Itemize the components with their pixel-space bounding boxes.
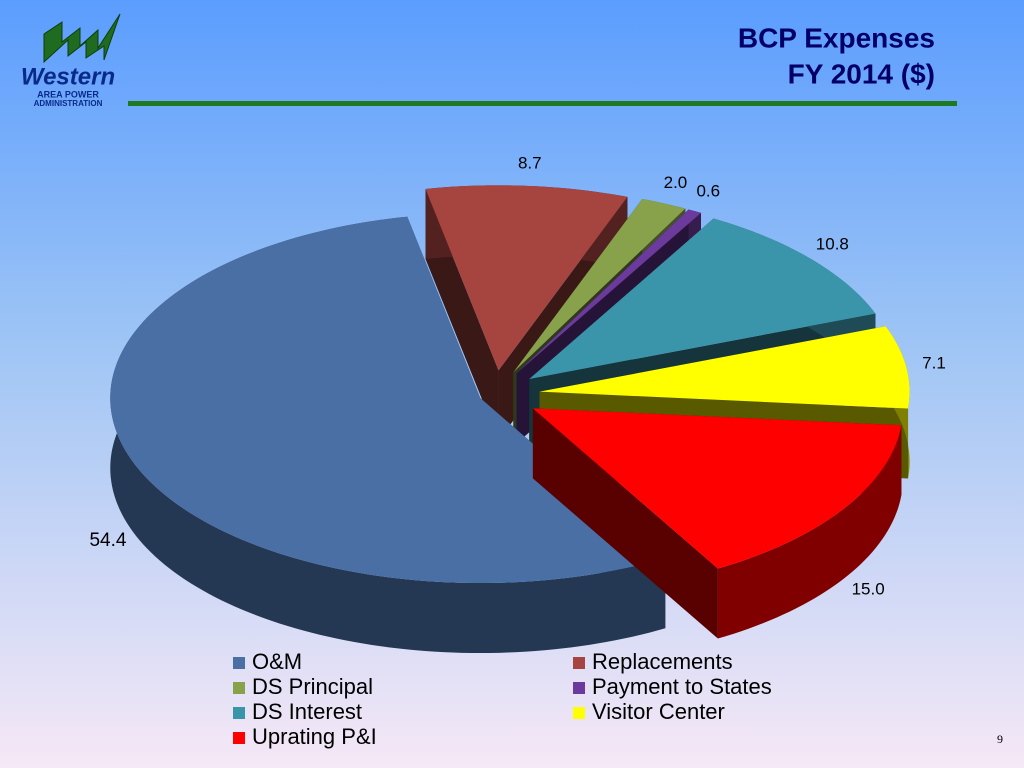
data-label: 8.7 — [518, 153, 542, 172]
slice — [110, 216, 666, 584]
data-label: 15.0 — [852, 579, 885, 598]
slice — [516, 209, 701, 374]
logo-line: AREA POWER — [37, 89, 99, 99]
data-label: 10.8 — [816, 234, 849, 253]
legend-label: Uprating P&I — [252, 724, 377, 749]
slice — [539, 326, 910, 409]
data-label: 0.6 — [696, 181, 720, 200]
legend-label: Replacements — [592, 649, 733, 674]
slice-side — [532, 408, 718, 639]
slice — [532, 408, 902, 569]
legend-label: DS Interest — [252, 699, 362, 724]
header-rule — [128, 101, 957, 106]
pie: 8.7 2.0 0.6 10.8 7.1 54.4 15.0 — [89, 153, 946, 654]
legend: O&M Replacements DS Principal Payment to St… — [233, 649, 772, 749]
legend-label: Payment to States — [592, 674, 772, 699]
slice — [529, 218, 876, 379]
legend-swatch — [233, 657, 245, 669]
logo: Western AREA POWER ADMINISTRATION — [21, 13, 121, 108]
chart-subtitle: FY 2014 ($) — [788, 58, 935, 89]
data-label: 2.0 — [664, 173, 688, 192]
legend-swatch — [233, 732, 245, 744]
legend-swatch — [233, 707, 245, 719]
legend-swatch — [573, 707, 585, 719]
legend-label: DS Principal — [252, 674, 373, 699]
slide-number: 9 — [997, 732, 1003, 746]
logo-mark — [43, 13, 121, 64]
logo-name: Western — [21, 63, 115, 90]
slice — [513, 198, 686, 373]
slice — [425, 185, 628, 371]
legend-swatch — [233, 682, 245, 694]
data-label: 7.1 — [922, 353, 946, 372]
legend-label: O&M — [252, 649, 302, 674]
slice-wall — [717, 425, 902, 639]
chart-title: BCP Expenses — [738, 22, 935, 53]
logo-line: ADMINISTRATION — [34, 99, 103, 108]
slice-wall — [110, 216, 666, 654]
legend-swatch — [573, 682, 585, 694]
legend-swatch — [573, 657, 585, 669]
legend-label: Visitor Center — [592, 699, 725, 724]
data-label: 54.4 — [89, 530, 126, 551]
